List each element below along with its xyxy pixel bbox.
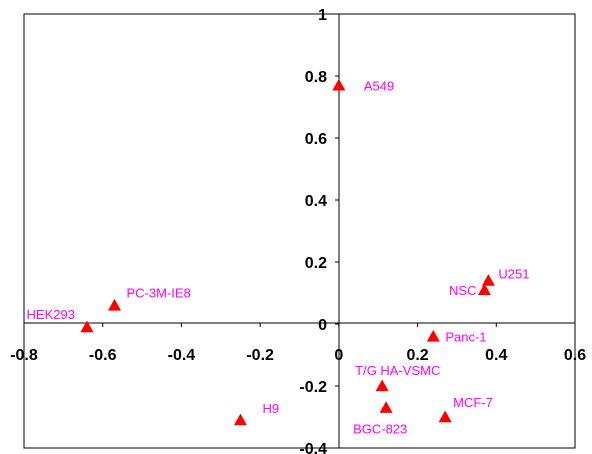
data-point-marker: [477, 283, 491, 296]
data-point-label: PC-3M-IE8: [127, 285, 191, 300]
x-tick-label: 0.2: [406, 347, 428, 364]
data-point-label: NSC: [449, 283, 476, 298]
data-point-marker: [80, 320, 94, 333]
x-tick-label: 0.4: [485, 347, 507, 364]
data-point-marker: [233, 413, 247, 426]
data-points: A549 U251 NSC HEK293 PC-3M-IE8 Panc-1 T/G HA-V…: [27, 78, 530, 436]
x-tick-label: -0.6: [89, 347, 117, 364]
data-point-label: T/G HA-VSMC: [355, 363, 440, 378]
data-point-marker: [438, 410, 452, 423]
data-point-label: A549: [364, 78, 394, 93]
data-point-marker: [375, 379, 389, 392]
data-point-marker: [332, 78, 346, 91]
x-tick-label: 0: [334, 347, 343, 364]
y-tick-label: -0.2: [299, 379, 327, 396]
data-point-marker: [379, 401, 393, 413]
data-point-marker: [426, 329, 440, 342]
x-axis-ticks: -0.8 -0.6 -0.4 -0.2 0 0.2 0.4 0.6: [10, 323, 586, 364]
y-tick-label: -0.4: [299, 441, 327, 454]
y-tick-label: 1: [318, 7, 327, 24]
y-tick-label: 0.8: [305, 69, 327, 86]
y-axis-ticks: -0.4 -0.2 0 0.2 0.4 0.6 0.8 1: [299, 7, 339, 454]
data-point-marker: [481, 274, 495, 286]
data-point-label: Panc-1: [445, 329, 486, 344]
data-point-label: H9: [262, 401, 279, 416]
data-point-marker: [108, 298, 122, 311]
plot-area: [23, 13, 576, 449]
data-point-label: HEK293: [27, 307, 75, 322]
data-point-label: MCF-7: [453, 395, 493, 410]
x-tick-label: -0.8: [10, 347, 38, 364]
y-tick-label: 0.6: [305, 131, 327, 148]
data-point-label: BGC-823: [353, 422, 407, 437]
y-tick-label: 0.2: [305, 255, 327, 272]
y-tick-label: 0.4: [305, 193, 327, 210]
x-tick-label: -0.4: [168, 347, 196, 364]
y-tick-label: 0: [318, 317, 327, 334]
data-point-label: U251: [498, 267, 529, 282]
x-tick-label: 0.6: [564, 347, 586, 364]
x-tick-label: -0.2: [246, 347, 274, 364]
